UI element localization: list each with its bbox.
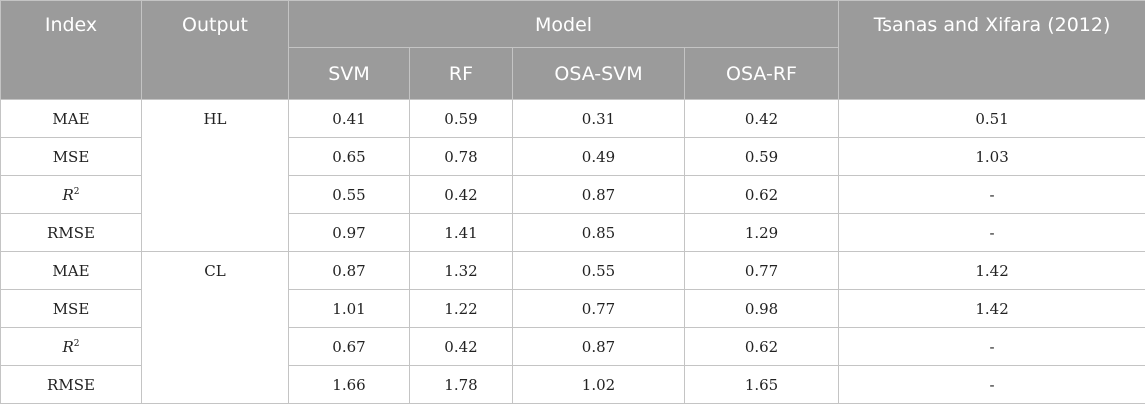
reference-cell: 1.42 bbox=[838, 289, 1145, 328]
table-row: R2 0.67 0.42 0.87 0.62 - bbox=[0, 327, 1145, 366]
index-cell: MSE bbox=[0, 137, 142, 176]
table-row: RMSE 0.97 1.41 0.85 1.29 - bbox=[0, 213, 1145, 252]
header-model-osa-svm: OSA-SVM bbox=[512, 47, 685, 100]
output-cell: CL bbox=[141, 251, 289, 404]
value-cell: 0.62 bbox=[683, 327, 840, 366]
reference-cell: 1.42 bbox=[838, 251, 1145, 290]
value-cell: 1.41 bbox=[409, 213, 513, 252]
table-row: R2 0.55 0.42 0.87 0.62 - bbox=[0, 175, 1145, 214]
value-cell: 0.85 bbox=[512, 213, 685, 252]
index-cell: R2 bbox=[0, 327, 142, 366]
reference-cell: - bbox=[838, 213, 1145, 252]
value-cell: 0.59 bbox=[409, 99, 513, 138]
value-cell: 1.65 bbox=[683, 365, 840, 404]
value-cell: 0.62 bbox=[683, 175, 840, 214]
value-cell: 1.66 bbox=[288, 365, 410, 404]
value-cell: 0.77 bbox=[683, 251, 840, 290]
header-output: Output bbox=[141, 0, 289, 100]
table-row: MAE CL 0.87 1.32 0.55 0.77 1.42 bbox=[0, 251, 1145, 404]
table-row: RMSE 1.66 1.78 1.02 1.65 - bbox=[0, 365, 1145, 404]
value-cell: 0.67 bbox=[288, 327, 410, 366]
value-cell: 0.77 bbox=[512, 289, 685, 328]
value-cell: 0.59 bbox=[683, 137, 840, 176]
table-body: MAE HL 0.41 0.59 0.31 0.42 0.51 MSE 0.65… bbox=[0, 99, 1145, 404]
header-model: Model bbox=[287, 0, 840, 48]
index-cell: MAE bbox=[0, 99, 142, 138]
value-cell: 1.22 bbox=[409, 289, 513, 328]
value-cell: 0.97 bbox=[288, 213, 410, 252]
header-model-rf: RF bbox=[409, 47, 513, 100]
value-cell: 0.31 bbox=[512, 99, 685, 138]
value-cell: 0.42 bbox=[683, 99, 840, 138]
value-cell: 0.98 bbox=[683, 289, 840, 328]
index-cell: R2 bbox=[0, 175, 142, 214]
header-model-osa-rf: OSA-RF bbox=[683, 47, 840, 100]
value-cell: 0.55 bbox=[512, 251, 685, 290]
index-superscript: 2 bbox=[73, 186, 80, 197]
value-cell: 0.78 bbox=[409, 137, 513, 176]
value-cell: 0.87 bbox=[512, 175, 685, 214]
value-cell: 1.01 bbox=[288, 289, 410, 328]
reference-cell: 1.03 bbox=[838, 137, 1145, 176]
header-reference: Tsanas and Xifara (2012) bbox=[838, 0, 1145, 100]
table-header: Index Output Model Tsanas and Xifara (20… bbox=[0, 0, 1145, 100]
value-cell: 0.42 bbox=[409, 327, 513, 366]
value-cell: 0.42 bbox=[409, 175, 513, 214]
value-cell: 0.87 bbox=[288, 251, 410, 290]
value-cell: 0.41 bbox=[288, 99, 410, 138]
output-cell: HL bbox=[141, 99, 289, 252]
header-model-svm: SVM bbox=[288, 47, 410, 100]
reference-cell: - bbox=[838, 365, 1145, 404]
value-cell: 1.32 bbox=[409, 251, 513, 290]
value-cell: 0.49 bbox=[512, 137, 685, 176]
index-cell: MAE bbox=[0, 251, 142, 290]
index-cell: RMSE bbox=[0, 213, 142, 252]
table-row: MSE 0.65 0.78 0.49 0.59 1.03 bbox=[0, 137, 1145, 176]
value-cell: 0.65 bbox=[288, 137, 410, 176]
reference-cell: 0.51 bbox=[838, 99, 1145, 138]
header-index: Index bbox=[0, 0, 142, 100]
reference-cell: - bbox=[838, 175, 1145, 214]
value-cell: 1.78 bbox=[409, 365, 513, 404]
index-superscript: 2 bbox=[73, 338, 80, 349]
index-symbol: R bbox=[62, 337, 74, 356]
index-symbol: R bbox=[62, 185, 74, 204]
value-cell: 0.55 bbox=[288, 175, 410, 214]
index-cell: RMSE bbox=[0, 365, 142, 404]
value-cell: 1.02 bbox=[512, 365, 685, 404]
value-cell: 0.87 bbox=[512, 327, 685, 366]
value-cell: 1.29 bbox=[683, 213, 840, 252]
reference-cell: - bbox=[838, 327, 1145, 366]
index-cell: MSE bbox=[0, 289, 142, 328]
table-row: MAE HL 0.41 0.59 0.31 0.42 0.51 bbox=[0, 99, 1145, 252]
